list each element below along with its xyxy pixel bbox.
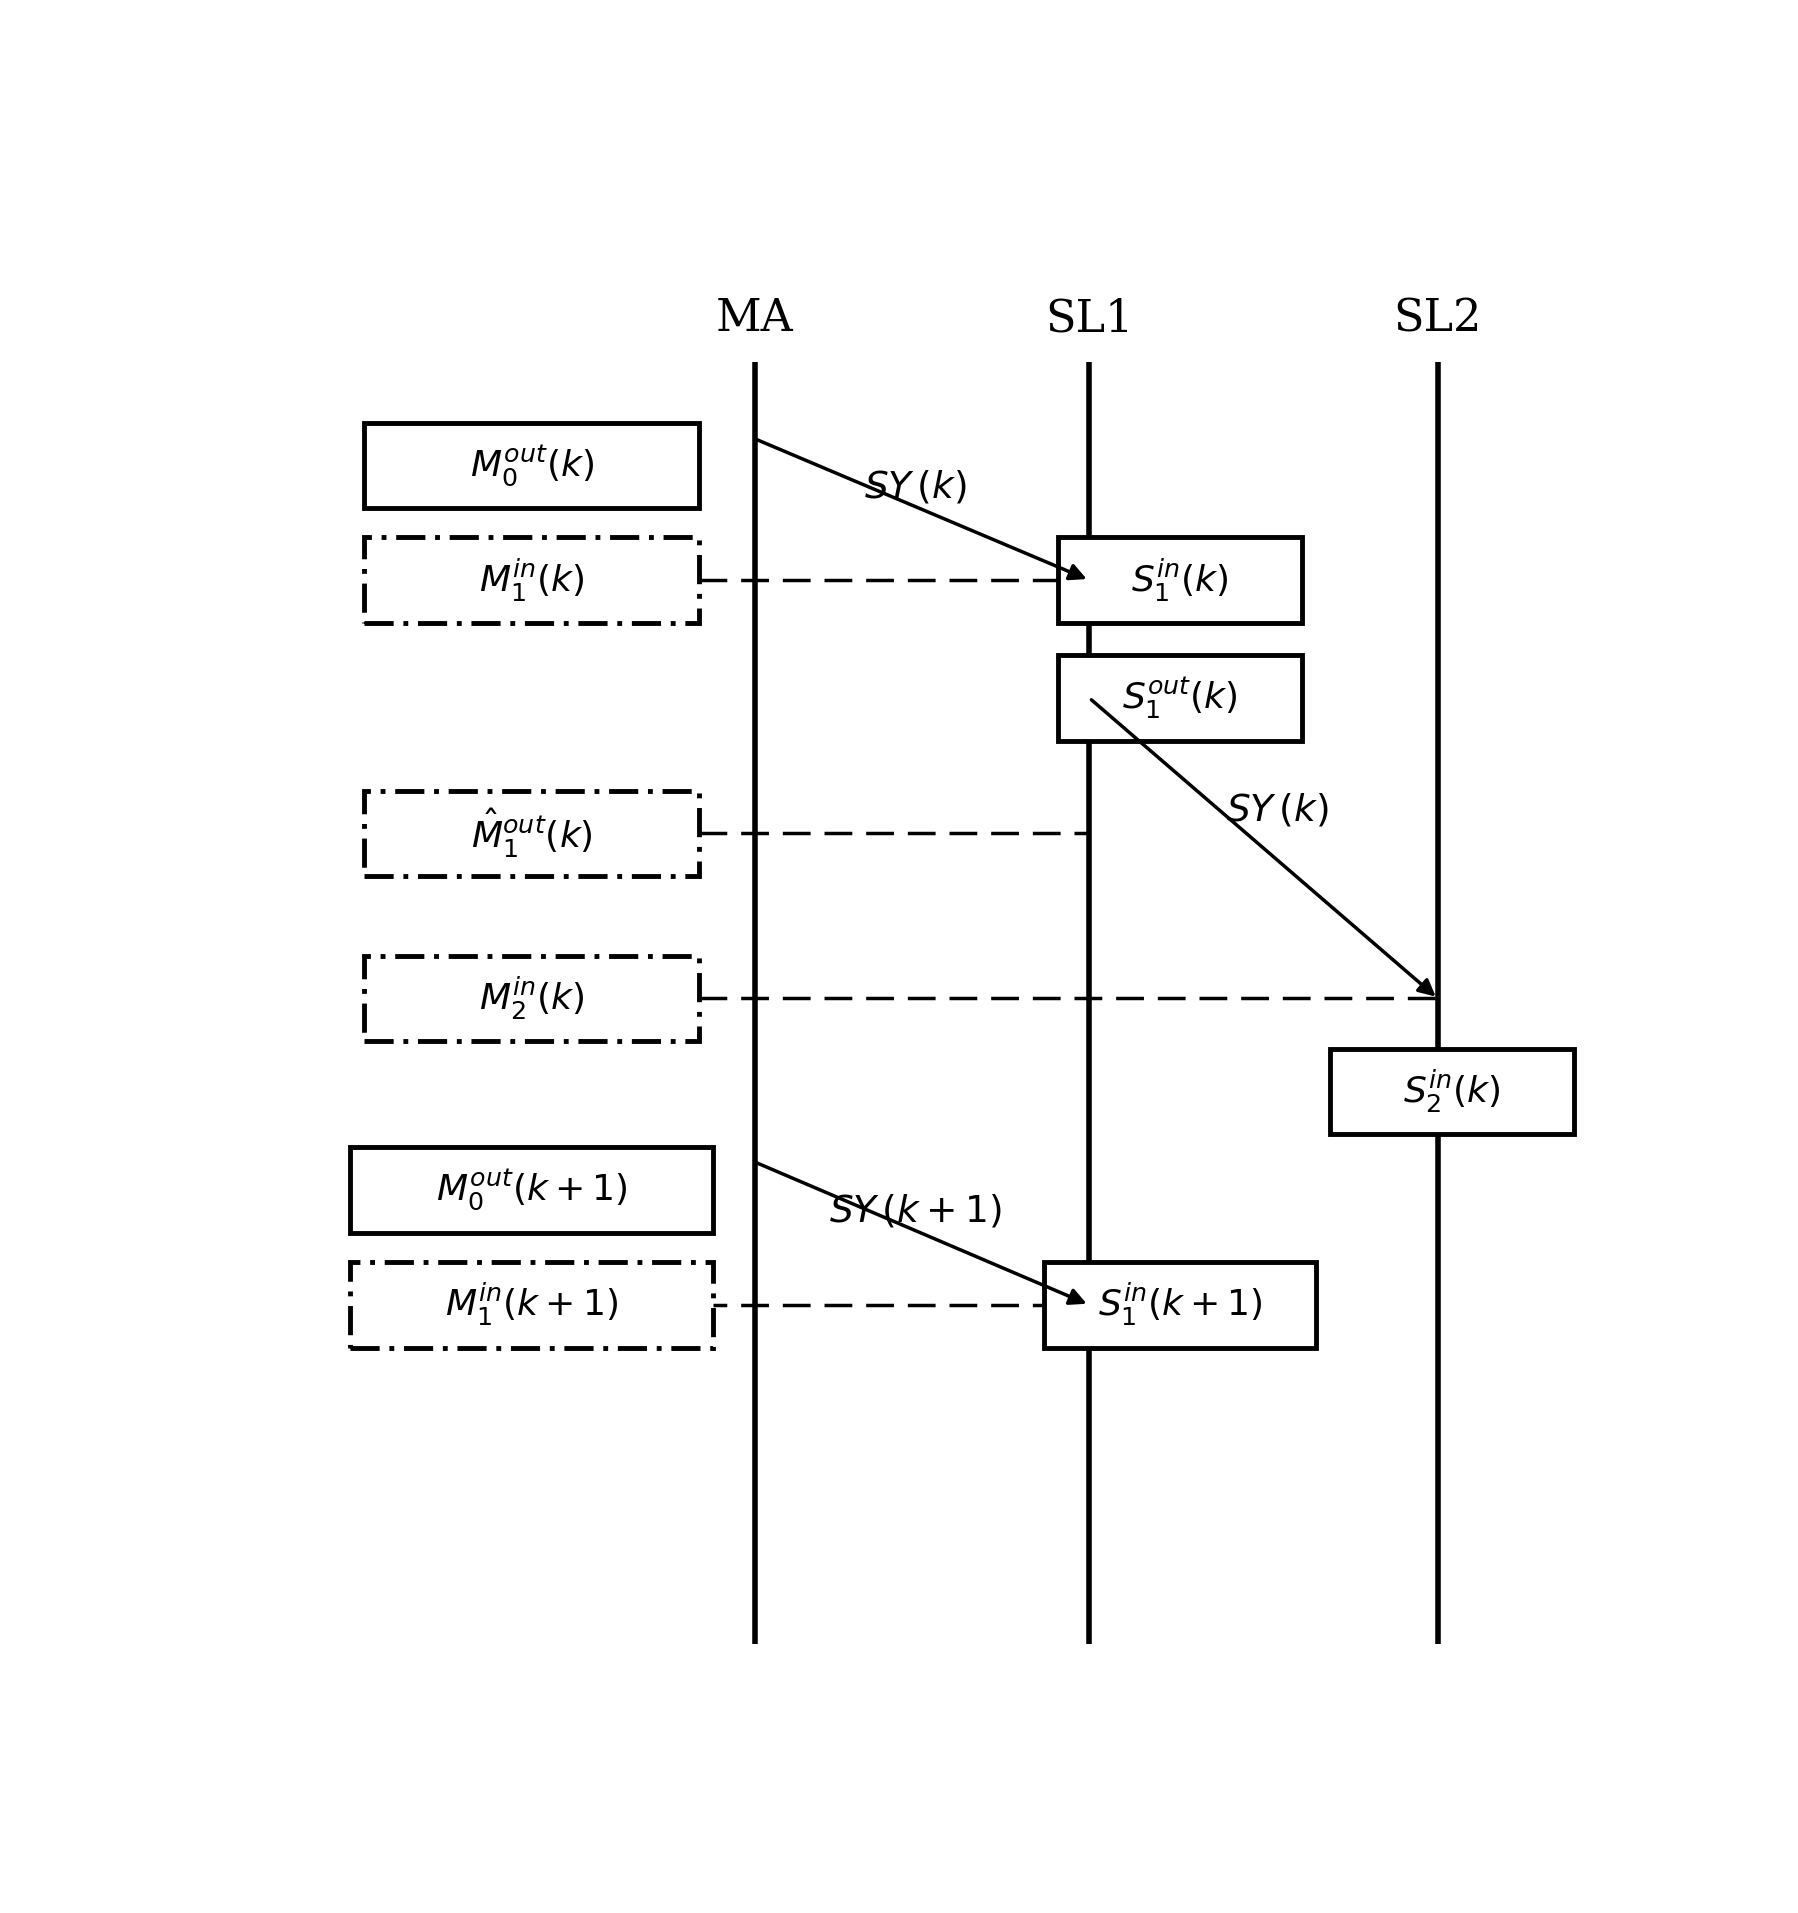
Text: $M_0^{out}(k)$: $M_0^{out}(k)$: [469, 442, 593, 488]
Text: $S_1^{in}(k+1)$: $S_1^{in}(k+1)$: [1097, 1282, 1262, 1328]
FancyBboxPatch shape: [363, 790, 698, 876]
Text: $M_1^{in}(k+1)$: $M_1^{in}(k+1)$: [444, 1282, 619, 1328]
FancyBboxPatch shape: [351, 1148, 712, 1232]
FancyBboxPatch shape: [1329, 1048, 1573, 1134]
Text: $\hat{M}_1^{out}(k)$: $\hat{M}_1^{out}(k)$: [471, 807, 592, 861]
Text: $S_1^{in}(k)$: $S_1^{in}(k)$: [1131, 557, 1228, 605]
Text: $SY\,(k)$: $SY\,(k)$: [863, 469, 966, 505]
FancyBboxPatch shape: [1057, 538, 1302, 624]
FancyBboxPatch shape: [1043, 1263, 1314, 1347]
Text: $S_1^{out}(k)$: $S_1^{out}(k)$: [1122, 675, 1237, 721]
Text: $SY\,(k+1)$: $SY\,(k+1)$: [829, 1192, 1001, 1228]
Text: MA: MA: [716, 297, 793, 341]
Text: $M_2^{in}(k)$: $M_2^{in}(k)$: [478, 976, 584, 1022]
Text: $S_2^{in}(k)$: $S_2^{in}(k)$: [1402, 1067, 1500, 1115]
FancyBboxPatch shape: [1057, 656, 1302, 740]
Text: $M_1^{in}(k)$: $M_1^{in}(k)$: [478, 557, 584, 605]
Text: $M_0^{out}(k+1)$: $M_0^{out}(k+1)$: [435, 1167, 628, 1213]
Text: $SY\,(k)$: $SY\,(k)$: [1226, 792, 1329, 828]
Text: SL2: SL2: [1393, 297, 1482, 341]
FancyBboxPatch shape: [363, 538, 698, 624]
FancyBboxPatch shape: [363, 423, 698, 509]
FancyBboxPatch shape: [363, 956, 698, 1041]
FancyBboxPatch shape: [351, 1263, 712, 1347]
Text: SL1: SL1: [1045, 297, 1133, 341]
